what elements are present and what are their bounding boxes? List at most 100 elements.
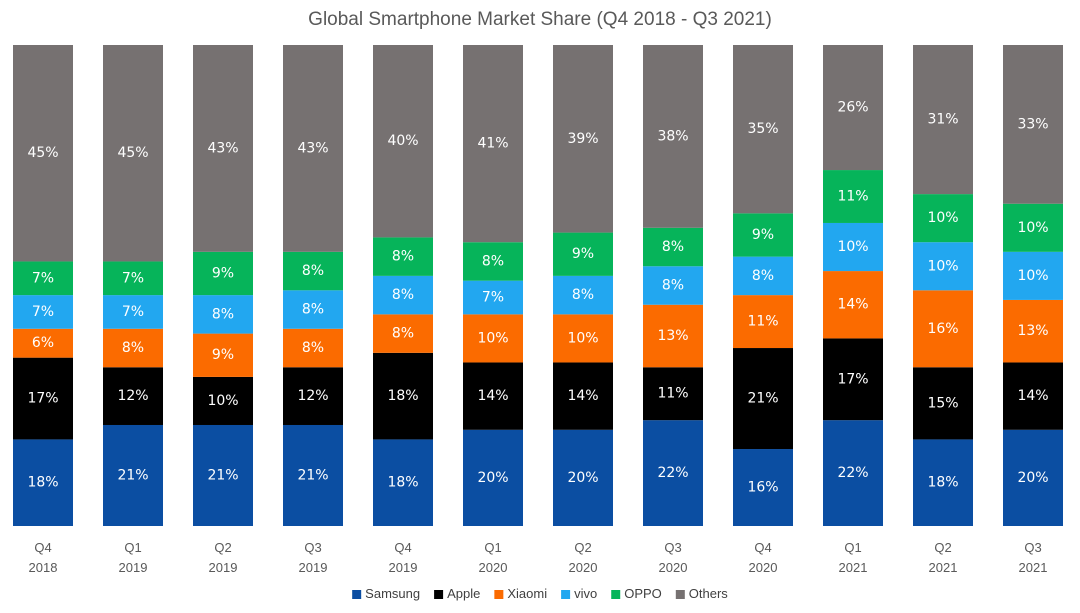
data-label-vivo: 8% [752,268,774,284]
x-tick-quarter: Q2 [574,540,591,555]
data-label-oppo: 10% [927,210,958,226]
bar-segment-xiaomi [463,314,523,363]
data-label-oppo: 8% [662,239,684,255]
x-tick-year: 2019 [389,560,418,575]
bar-column-q2-2021: 18% 15% 16% 10% 10% 31% [913,45,973,526]
bar-segment-xiaomi [823,271,883,339]
bar-segment-vivo [193,295,253,334]
bar-segment-others [823,45,883,171]
bar-column-q1-2020: 20% 14% 10% 7% 8% 41% [463,45,523,526]
legend-label: Samsung [365,586,420,601]
data-label-others: 41% [477,136,508,152]
data-label-apple: 14% [477,388,508,404]
legend-label: OPPO [624,586,662,601]
bar-segment-samsung [643,420,703,526]
bar-segment-apple [733,348,793,450]
x-tick-year: 2020 [659,560,688,575]
data-label-oppo: 10% [1017,220,1048,236]
bar-segment-samsung [193,424,253,526]
x-tick-year: 2019 [299,560,328,575]
x-tick-quarter: Q2 [934,540,951,555]
data-label-vivo: 10% [1017,268,1048,284]
data-label-xiaomi: 8% [302,340,324,356]
legend-swatch [611,590,621,599]
data-label-apple: 14% [567,388,598,404]
data-label-xiaomi: 13% [1017,323,1048,339]
data-label-oppo: 7% [32,270,54,286]
data-label-others: 43% [207,140,238,156]
data-label-xiaomi: 11% [747,314,778,330]
data-label-apple: 10% [207,393,238,409]
bar-segment-oppo [103,261,163,296]
bar-segment-apple [373,352,433,440]
bar-segment-apple [463,362,523,430]
bar-segment-xiaomi [643,304,703,368]
data-label-oppo: 9% [212,265,234,281]
bar-segment-others [913,45,973,195]
bar-segment-samsung [733,449,793,526]
bar-segment-apple [103,367,163,425]
data-label-samsung: 20% [1017,470,1048,486]
bar-segment-vivo [1003,251,1063,300]
bar-segment-others [193,45,253,252]
data-label-others: 45% [27,145,58,161]
legend-item-oppo: OPPO [611,586,662,601]
x-tick-year: 2021 [1019,560,1048,575]
data-label-others: 33% [1017,116,1048,132]
bar-column-q4-2018: 18% 17% 6% 7% 7% 45% [13,45,73,526]
data-label-apple: 18% [387,388,418,404]
bar-column-q1-2019: 21% 12% 8% 7% 7% 45% [103,45,163,526]
data-label-samsung: 20% [567,470,598,486]
data-label-samsung: 21% [117,467,148,483]
bar-column-q3-2021: 20% 14% 13% 10% 10% 33% [1003,45,1063,526]
bar-segment-xiaomi [913,290,973,368]
data-label-vivo: 7% [482,290,504,306]
legend-swatch [434,590,444,599]
bar-segment-vivo [823,222,883,272]
bar-segment-others [553,45,613,233]
data-label-oppo: 7% [122,270,144,286]
x-axis-ticks: Q4 2018 Q1 2019 Q2 2019 Q3 2019 Q4 2019 Q1 2020 Q2 20… [29,540,1048,575]
bar-segment-oppo [373,237,433,276]
data-label-samsung: 22% [657,465,688,481]
bar-segment-oppo [13,261,73,296]
bar-segment-vivo [283,290,343,329]
bar-segment-xiaomi [13,328,73,358]
bar-segment-oppo [823,170,883,223]
bar-segment-vivo [643,266,703,305]
legend-item-others: Others [675,586,728,601]
bar-segment-samsung [913,439,973,526]
bar-segment-vivo [103,295,163,329]
bar-segment-xiaomi [733,295,793,349]
bar-segment-xiaomi [1003,299,1063,363]
legend-item-samsung: Samsung [352,586,420,601]
bar-segment-oppo [643,227,703,267]
bar-segment-others [643,45,703,228]
bar-segment-oppo [193,251,253,296]
bar-segment-oppo [913,194,973,243]
data-label-xiaomi: 13% [657,328,688,344]
legend-item-vivo: vivo [561,586,597,601]
bar-segment-others [1003,45,1063,204]
bar-segment-apple [13,357,73,440]
bar-segment-xiaomi [193,333,253,377]
data-label-others: 45% [117,145,148,161]
data-label-apple: 12% [117,388,148,404]
bar-segment-apple [283,367,343,425]
data-label-xiaomi: 14% [837,297,868,313]
bar-segment-others [463,45,523,243]
x-tick-quarter: Q3 [304,540,321,555]
legend-swatch [675,590,685,599]
x-tick-quarter: Q3 [1024,540,1041,555]
data-label-samsung: 18% [387,475,418,491]
bar-segment-xiaomi [283,328,343,368]
bar-segment-apple [193,376,253,425]
data-label-others: 35% [747,121,778,137]
bar-segment-samsung [283,424,343,526]
bar-segment-oppo [283,251,343,291]
data-label-oppo: 8% [302,263,324,279]
x-tick-year: 2020 [569,560,598,575]
data-label-oppo: 8% [392,249,414,265]
bar-column-q1-2021: 22% 17% 14% 10% 11% 26% [823,45,883,526]
bar-segment-others [13,45,73,262]
